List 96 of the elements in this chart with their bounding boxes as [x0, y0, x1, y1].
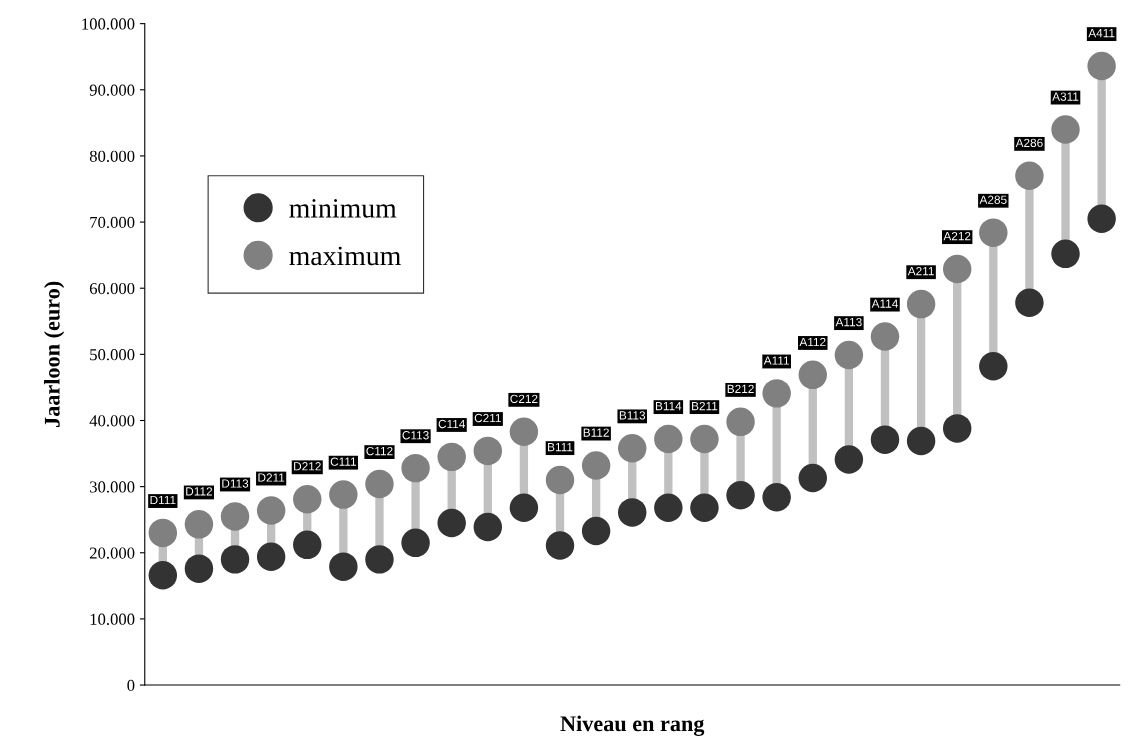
- point: [256, 542, 286, 571]
- x-tick-label: D113: [222, 479, 249, 488]
- point: [509, 493, 539, 523]
- x-tick-label: C113: [402, 431, 429, 440]
- point: [690, 424, 719, 454]
- y-tick-label: 10.000: [90, 613, 135, 625]
- x-tick-label: B114: [655, 402, 682, 411]
- point: [654, 424, 683, 454]
- point: [437, 508, 466, 538]
- point: [762, 482, 791, 512]
- point: [184, 510, 214, 539]
- point: [437, 442, 466, 472]
- legend-label: maximum: [289, 246, 401, 266]
- y-tick-label: 50.000: [90, 349, 135, 361]
- point: [979, 352, 1008, 381]
- x-axis-title: Niveau en rang: [560, 715, 705, 736]
- x-tick-label: A112: [799, 337, 826, 347]
- point: [906, 289, 936, 319]
- point: [256, 496, 286, 525]
- point: [184, 554, 214, 583]
- y-tick-label: 100.000: [82, 18, 135, 30]
- x-tick-label: A114: [871, 299, 898, 308]
- point: [1087, 51, 1116, 81]
- x-tick-label: A212: [943, 231, 971, 241]
- x-tick-label: B112: [583, 428, 609, 437]
- x-tick-label: B212: [727, 384, 754, 393]
- x-tick-label: D111: [150, 495, 176, 505]
- x-tick-label: A211: [907, 267, 934, 276]
- x-tick-label: B111: [548, 443, 573, 452]
- point: [545, 465, 575, 495]
- point: [401, 528, 430, 558]
- point: [329, 552, 358, 581]
- x-tick-label: D212: [294, 462, 321, 471]
- point: [690, 493, 719, 523]
- point: [834, 445, 864, 474]
- y-tick-label: 90.000: [89, 84, 135, 96]
- x-tick-label: A113: [835, 317, 862, 327]
- y-tick-label: 70.000: [90, 216, 135, 229]
- point: [1015, 161, 1044, 190]
- x-tick-label: C111: [330, 457, 357, 466]
- point: [979, 218, 1008, 247]
- point: [473, 436, 503, 466]
- point: [148, 561, 178, 590]
- point: [220, 545, 250, 574]
- x-tick-label: D211: [258, 473, 285, 482]
- point: [906, 426, 936, 456]
- point: [473, 512, 503, 542]
- point: [581, 451, 611, 480]
- point: [293, 484, 322, 514]
- point: [942, 414, 972, 443]
- point: [581, 516, 611, 546]
- y-tick-label: 80.000: [89, 150, 135, 162]
- point: [798, 360, 827, 390]
- point: [509, 417, 539, 446]
- point: [220, 502, 250, 531]
- point: [1015, 288, 1044, 317]
- point: [942, 254, 972, 284]
- point: [798, 463, 827, 493]
- point: [545, 531, 575, 560]
- y-tick-label: 30.000: [90, 481, 135, 493]
- x-tick-label: C211: [474, 413, 501, 423]
- x-tick-label: B211: [692, 401, 718, 411]
- point: [1051, 115, 1080, 144]
- x-tick-label: C212: [510, 394, 538, 404]
- x-tick-label: C114: [438, 419, 466, 429]
- x-tick-label: A111: [763, 356, 789, 365]
- y-tick-label: 40.000: [89, 415, 135, 427]
- point: [726, 407, 755, 437]
- x-tick-label: A285: [979, 195, 1007, 204]
- point: [401, 453, 430, 483]
- point: [870, 322, 900, 351]
- point: [618, 434, 647, 463]
- y-tick-label: 60.000: [89, 282, 135, 295]
- point: [365, 469, 394, 499]
- point: [329, 480, 358, 509]
- x-tick-label: C112: [366, 446, 393, 456]
- point: [1051, 239, 1080, 269]
- point: [365, 545, 394, 574]
- x-tick-label: D112: [186, 487, 213, 496]
- legend-label: minimum: [289, 199, 397, 218]
- point: [148, 518, 178, 548]
- y-tick-label: 0: [127, 679, 135, 691]
- point: [726, 481, 755, 510]
- x-tick-label: A286: [1015, 138, 1043, 148]
- x-tick-label: A411: [1088, 29, 1115, 38]
- point: [762, 379, 791, 408]
- x-tick-label: A311: [1052, 92, 1079, 101]
- x-tick-label: B113: [619, 411, 646, 420]
- point: [293, 530, 322, 560]
- y-axis-title: Jaarloon (euro): [44, 281, 65, 427]
- point: [834, 340, 864, 370]
- y-tick-label: 20.000: [89, 547, 135, 559]
- point: [870, 425, 900, 454]
- point: [1087, 204, 1116, 233]
- point: [654, 493, 683, 523]
- point: [618, 498, 647, 527]
